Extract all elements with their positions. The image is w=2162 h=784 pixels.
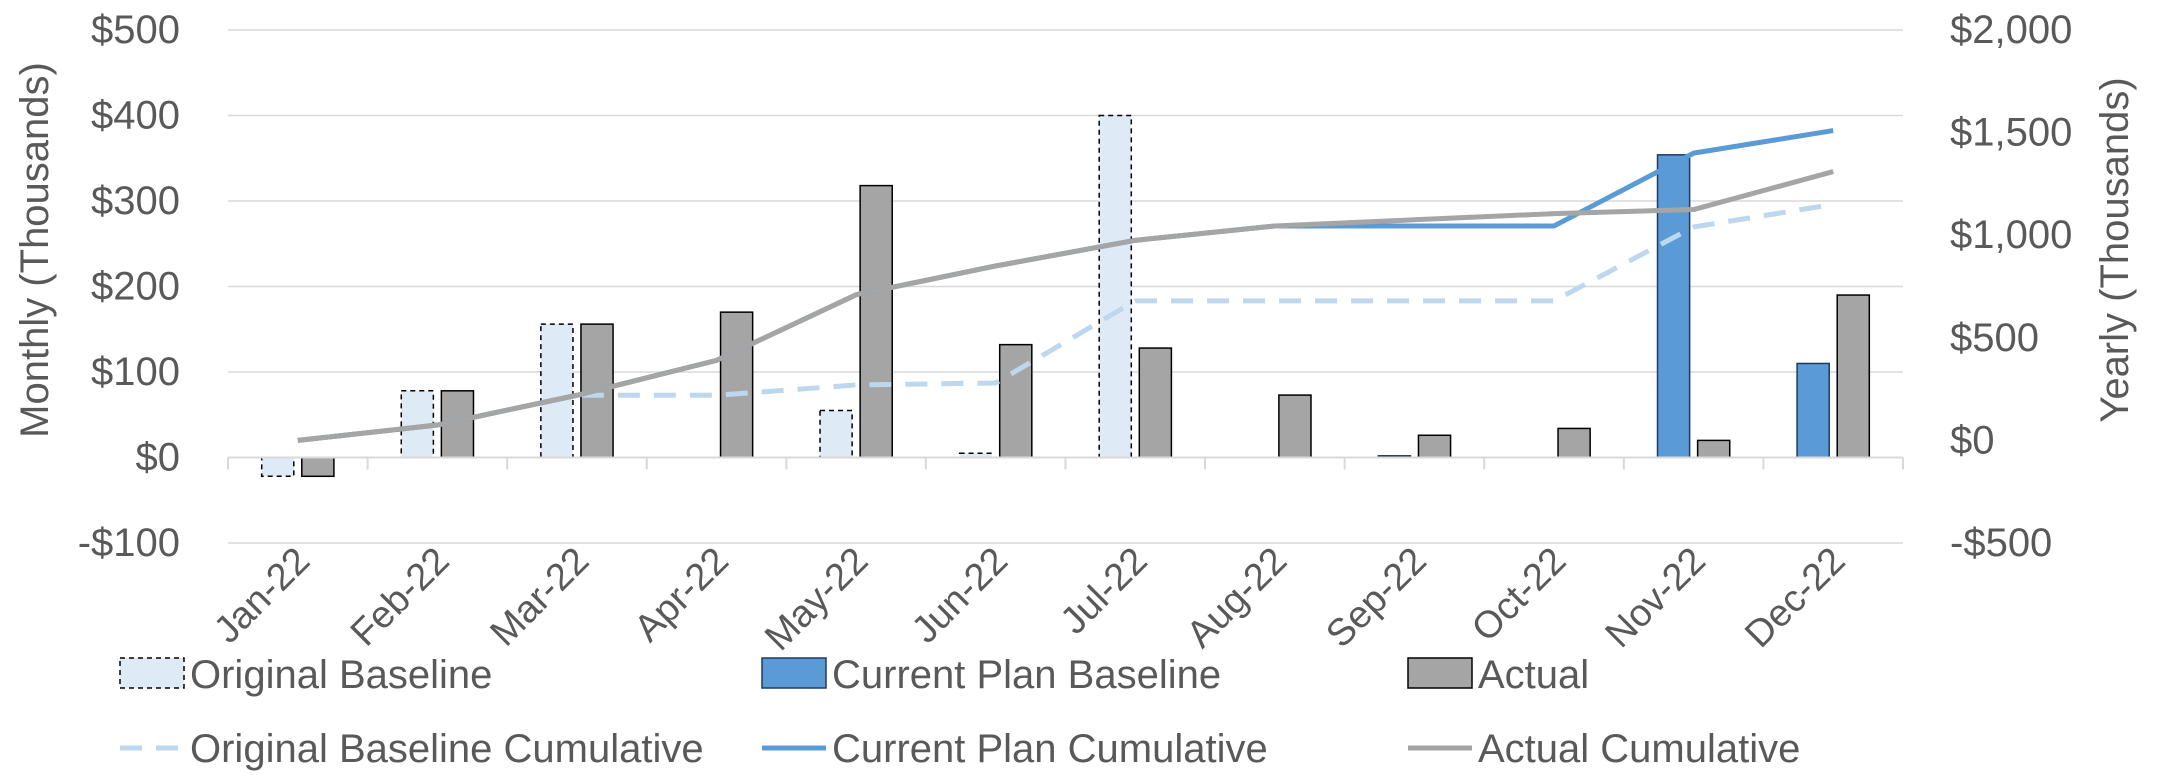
x-tick-label: Feb-22 xyxy=(343,540,458,655)
y-tick-label: $500 xyxy=(91,8,180,52)
bar-actual xyxy=(301,456,335,478)
bar-original-baseline xyxy=(819,409,853,459)
y-tick-label: $400 xyxy=(91,94,180,138)
legend-label: Original Baseline xyxy=(190,653,492,697)
x-tick-label: Jan-22 xyxy=(206,540,318,652)
x-tick-label: May-22 xyxy=(757,540,876,659)
legend-label: Current Plan Cumulative xyxy=(832,727,1268,771)
legend-label: Original Baseline Cumulative xyxy=(190,727,704,771)
line-current-plan-cumulative xyxy=(297,128,1834,443)
bar-original-baseline xyxy=(540,323,574,459)
bar-actual xyxy=(1836,294,1871,459)
x-tick-label: Sep-22 xyxy=(1318,540,1434,656)
bar-original-baseline xyxy=(1098,114,1133,459)
y-tick-label: -$100 xyxy=(78,521,180,565)
bar-actual xyxy=(1696,439,1731,459)
bar-actual xyxy=(998,343,1033,459)
gridlines xyxy=(228,29,1903,544)
y2-tick-label: $0 xyxy=(1950,418,1995,462)
bar-actual xyxy=(1417,434,1452,459)
line-marks xyxy=(297,128,1834,443)
legend: Original Baseline Current Plan Baseline Ac… xyxy=(119,653,1800,771)
x-tick-label: Oct-22 xyxy=(1464,540,1574,650)
y-tick-label: $300 xyxy=(91,179,180,223)
bar-actual xyxy=(719,311,754,459)
bar-current-plan-baseline xyxy=(1796,362,1830,459)
y-tick-label: $0 xyxy=(136,436,181,480)
bar-actual xyxy=(1278,394,1312,459)
x-tick-label: Nov-22 xyxy=(1598,540,1714,656)
legend-label: Actual Cumulative xyxy=(1478,727,1800,771)
x-tick-label: Dec-22 xyxy=(1737,540,1853,656)
y2-tick-label: -$500 xyxy=(1950,521,2052,565)
x-tick-label: Mar-22 xyxy=(483,540,598,655)
legend-label: Actual xyxy=(1478,653,1589,697)
y2-axis-title: Yearly (Thousands) xyxy=(2093,77,2137,422)
y-tick-label: $100 xyxy=(91,350,180,394)
x-tick-label: Aug-22 xyxy=(1179,540,1295,656)
x-tick-label: Apr-22 xyxy=(627,540,737,650)
bar-actual xyxy=(1138,347,1173,459)
legend-swatch xyxy=(119,657,185,689)
y2-tick-label: $1,000 xyxy=(1950,213,2072,257)
y2-tick-label: $500 xyxy=(1950,316,2039,360)
line-actual-cumulative xyxy=(297,169,1834,443)
y2-tick-label: $1,500 xyxy=(1950,111,2072,155)
y-axis-title: Monthly (Thousands) xyxy=(13,62,57,438)
x-tick-label: Jul-22 xyxy=(1053,540,1156,643)
bar-current-plan-baseline xyxy=(1656,154,1691,459)
bar-actual xyxy=(1557,427,1591,459)
x-tick-label: Jun-22 xyxy=(904,540,1016,652)
bar-original-baseline xyxy=(260,456,295,478)
bar-marks xyxy=(260,114,1871,478)
y2-tick-label: $2,000 xyxy=(1950,8,2072,52)
legend-swatch xyxy=(761,657,827,689)
y-tick-label: $200 xyxy=(91,265,180,309)
bar-actual xyxy=(859,184,893,459)
bar-original-baseline xyxy=(958,452,993,459)
legend-swatch xyxy=(1407,657,1473,689)
legend-label: Current Plan Baseline xyxy=(832,653,1221,697)
